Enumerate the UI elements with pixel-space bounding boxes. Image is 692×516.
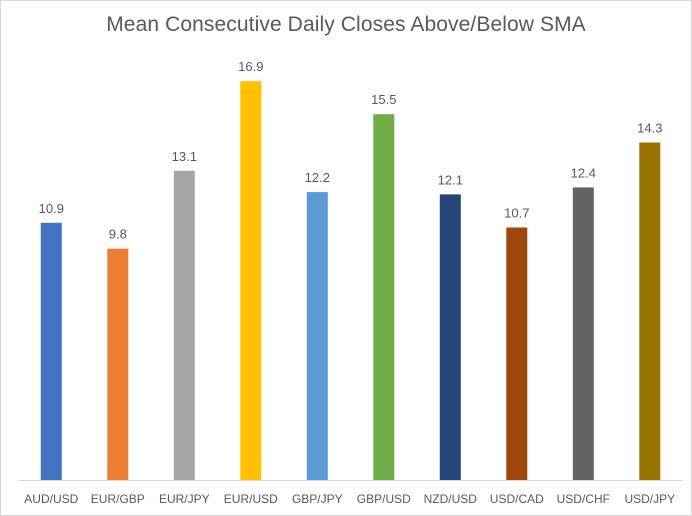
category-labels-layer: AUD/USD EUR/GBP EUR/JPY EUR/USD GBP/JPY GBP/U… (24, 492, 675, 506)
value-label: 9.8 (109, 227, 127, 242)
value-label: 15.5 (371, 92, 396, 107)
bar-gbp-usd (373, 114, 395, 480)
bars-layer (40, 81, 661, 481)
category-label: USD/CAD (490, 492, 544, 506)
value-label: 16.9 (238, 59, 263, 74)
value-labels-layer: 10.9 9.8 13.1 16.9 12.2 15.5 12.1 10.7 12.4 14.3 (39, 59, 663, 242)
bar-usd-cad (506, 227, 528, 480)
bar-aud-usd (40, 222, 62, 481)
bar-nzd-usd (439, 194, 461, 480)
value-label: 14.3 (637, 121, 662, 136)
chart-title: Mean Consecutive Daily Closes Above/Belo… (106, 13, 586, 36)
category-label: EUR/JPY (159, 492, 210, 506)
value-label: 12.1 (438, 172, 463, 187)
bar-eur-usd (240, 81, 262, 480)
value-label: 10.9 (39, 201, 64, 216)
bar-eur-gbp (107, 248, 129, 480)
category-label: USD/JPY (624, 492, 675, 506)
category-label: NZD/USD (424, 492, 478, 506)
category-label: GBP/USD (357, 492, 411, 506)
value-label: 13.1 (172, 149, 197, 164)
category-label: EUR/GBP (91, 492, 145, 506)
value-label: 12.4 (571, 165, 596, 180)
category-label: GBP/JPY (292, 492, 343, 506)
value-label: 10.7 (504, 206, 529, 221)
bar-gbp-jpy (306, 192, 328, 480)
bar-usd-jpy (639, 142, 661, 480)
category-label: USD/CHF (557, 492, 610, 506)
category-label: EUR/USD (224, 492, 278, 506)
category-label: AUD/USD (24, 492, 78, 506)
bar-usd-chf (572, 187, 594, 480)
value-label: 12.2 (305, 170, 330, 185)
bar-eur-jpy (173, 170, 195, 481)
